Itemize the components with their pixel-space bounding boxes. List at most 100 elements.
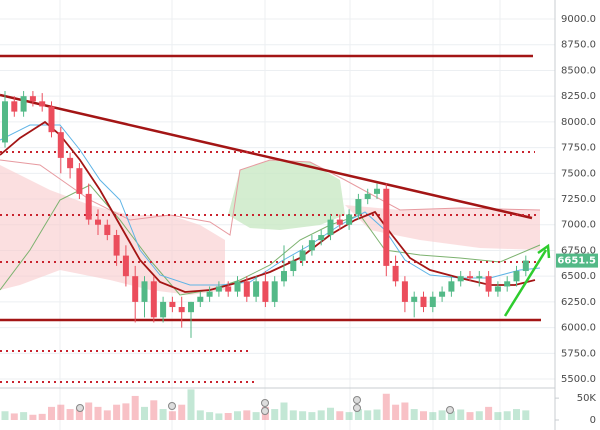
volume-bar [85, 402, 93, 420]
candle-body [29, 96, 36, 102]
volume-bar [48, 406, 55, 420]
candle-body [448, 281, 455, 292]
candle-body [467, 276, 473, 279]
candle-body [225, 286, 232, 292]
y-tick-label: 6250.0 [561, 297, 596, 308]
candle-body [485, 276, 492, 292]
volume-bar [224, 413, 232, 420]
y-tick-label: 5750.0 [561, 348, 596, 359]
candle-body [122, 255, 129, 277]
candle-body [188, 301, 194, 313]
volume-markers [76, 396, 454, 415]
candle-body [253, 281, 260, 297]
candle-body [197, 296, 204, 302]
candle-body [476, 276, 483, 279]
y-tick-label: 8250.0 [561, 91, 596, 102]
marker [261, 399, 269, 407]
candle-body [522, 260, 529, 272]
candle-body [243, 281, 250, 297]
volume-bar [20, 412, 28, 420]
candle-body [327, 219, 334, 236]
candle-body [457, 276, 464, 282]
volume-bar [503, 411, 511, 420]
volume-bar [308, 412, 316, 420]
cloud-bullish [228, 160, 345, 230]
axis-background [555, 0, 600, 430]
y-tick-label: 5500.0 [561, 374, 596, 385]
volume-bar [494, 412, 502, 420]
last-price-tag [556, 253, 598, 268]
volume-bar [401, 402, 409, 420]
trend-line [0, 93, 533, 220]
volume-bar [447, 411, 455, 420]
marker [76, 404, 84, 412]
y-tick-label: 8750.0 [561, 40, 596, 51]
volume-bar [289, 410, 297, 420]
volume-bar [159, 409, 167, 420]
y-tick-label: 7500.0 [561, 168, 596, 179]
volume-bar [327, 407, 334, 420]
candle-body [76, 168, 83, 194]
candle-body [346, 214, 353, 225]
candle-body [178, 307, 185, 313]
candle-body [11, 101, 18, 112]
volume-bar [299, 411, 307, 420]
volume-bar [113, 404, 121, 420]
volume-bar [196, 410, 204, 420]
volume-bar [475, 411, 483, 420]
candle-body [271, 281, 278, 302]
y-tick-label: 8000.0 [561, 117, 596, 128]
volume-bar [178, 404, 186, 420]
volume-bar [280, 402, 288, 420]
volume-bar [215, 413, 223, 420]
candle-body [429, 296, 436, 308]
volume-bar [513, 409, 520, 420]
volume-bar [206, 412, 214, 420]
candle-body [132, 276, 139, 302]
volume-bar [94, 406, 102, 420]
candle-body [57, 132, 64, 158]
candle-body [215, 286, 222, 292]
candle-body [262, 281, 269, 302]
y-tick-label: 7000.0 [561, 220, 596, 231]
moving-average [0, 120, 536, 293]
volume-bar [75, 407, 83, 420]
volume-bar [410, 409, 418, 420]
marker [353, 396, 361, 404]
candle-body [420, 296, 427, 308]
candle-body [494, 286, 501, 292]
volume-bar [187, 389, 195, 420]
volume-bar [243, 410, 251, 420]
volume-bar [429, 412, 437, 420]
candle-body [2, 101, 8, 143]
volume-bar [438, 410, 446, 420]
candle-body [85, 193, 92, 220]
candles [2, 91, 529, 338]
arrow-head [537, 243, 551, 259]
candle-body [95, 219, 101, 225]
candle-body [355, 199, 362, 215]
marker [168, 402, 176, 410]
candle-body [206, 291, 213, 297]
volume-bar [1, 411, 9, 420]
y-tick-label: 8500.0 [561, 65, 596, 76]
volume-tick-label: 0 [590, 415, 596, 426]
volume-pane [1, 389, 530, 420]
span-line [0, 159, 541, 236]
volume-bar [485, 406, 493, 420]
volume-bar [392, 404, 400, 420]
volume-tick-label: 50K [577, 393, 597, 404]
volume-bar [345, 412, 353, 420]
volume-bar [38, 413, 46, 420]
y-tick-label: 6500.0 [561, 271, 596, 282]
candle-body [504, 281, 511, 287]
volume-bar [122, 403, 130, 420]
candle-body [513, 271, 520, 282]
volume-bar [354, 409, 362, 420]
volume-bar [252, 412, 260, 420]
volume-bar [131, 395, 139, 420]
volume-bar [466, 412, 474, 420]
candle-body [169, 301, 176, 308]
volume-bar [234, 411, 241, 420]
